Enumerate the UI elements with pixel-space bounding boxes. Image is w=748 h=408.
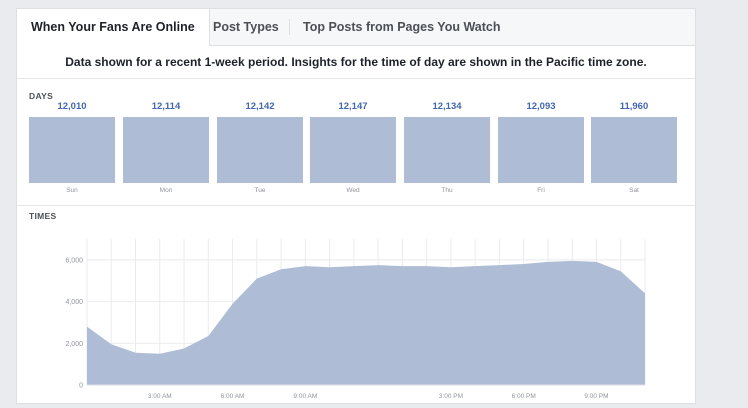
- y-tick-label: 0: [79, 383, 83, 390]
- day-name: Tue: [254, 187, 266, 194]
- section-divider: [17, 205, 695, 206]
- day-bar: [29, 117, 115, 183]
- insights-panel: When Your Fans Are Online Post Types Top…: [16, 8, 696, 404]
- tab-when-fans-online[interactable]: When Your Fans Are Online: [17, 9, 210, 46]
- info-text: Data shown for a recent 1-week period. I…: [17, 46, 695, 79]
- times-area-chart: 0 2,000 4,000 6,000 3:00 AM 6:00 AM 9:00 AM 3:0…: [65, 239, 646, 400]
- x-tick-label: 6:00 AM: [221, 393, 245, 400]
- day-value: 12,147: [338, 101, 368, 112]
- x-tick-label: 3:00 PM: [439, 393, 463, 400]
- day-bar: [123, 117, 209, 183]
- x-tick-label: 6:00 PM: [512, 393, 536, 400]
- day-value: 12,114: [151, 101, 181, 112]
- day-value: 12,142: [245, 101, 275, 112]
- day-bar: [404, 117, 490, 183]
- day-value: 11,960: [619, 101, 649, 112]
- day-name: Sun: [66, 187, 78, 194]
- y-tick-label: 4,000: [65, 299, 83, 306]
- day-column[interactable]: 12,093 Fri: [498, 97, 584, 205]
- day-name: Fri: [537, 187, 545, 194]
- x-tick-label: 3:00 AM: [148, 393, 172, 400]
- tab-bar: When Your Fans Are Online Post Types Top…: [17, 9, 695, 46]
- day-name: Mon: [159, 187, 173, 194]
- day-name: Sat: [629, 187, 639, 194]
- y-tick-label: 6,000: [65, 257, 83, 264]
- day-column[interactable]: 12,142 Tue: [217, 97, 303, 205]
- online-fans-area: [87, 260, 645, 385]
- day-column[interactable]: 12,010 Sun: [29, 97, 115, 205]
- day-bar: [217, 117, 303, 183]
- day-bar: [310, 117, 396, 183]
- tab-top-posts[interactable]: Top Posts from Pages You Watch: [303, 20, 501, 34]
- day-bar: [498, 117, 584, 183]
- day-column[interactable]: 11,960 Sat: [591, 97, 677, 205]
- day-column[interactable]: 12,134 Thu: [404, 97, 490, 205]
- times-label: TIMES: [29, 211, 57, 221]
- x-tick-label: 9:00 AM: [293, 393, 317, 400]
- day-value: 12,010: [57, 101, 87, 112]
- day-value: 12,134: [432, 101, 462, 112]
- day-bar: [591, 117, 677, 183]
- x-tick-label: 9:00 PM: [584, 393, 608, 400]
- tab-divider: [289, 19, 290, 35]
- day-name: Thu: [441, 187, 453, 194]
- y-tick-label: 2,000: [65, 341, 83, 348]
- day-column[interactable]: 12,147 Wed: [310, 97, 396, 205]
- day-value: 12,093: [526, 101, 556, 112]
- tab-post-types[interactable]: Post Types: [213, 20, 279, 34]
- day-column[interactable]: 12,114 Mon: [123, 97, 209, 205]
- days-label: DAYS: [29, 91, 54, 101]
- day-name: Wed: [346, 187, 360, 194]
